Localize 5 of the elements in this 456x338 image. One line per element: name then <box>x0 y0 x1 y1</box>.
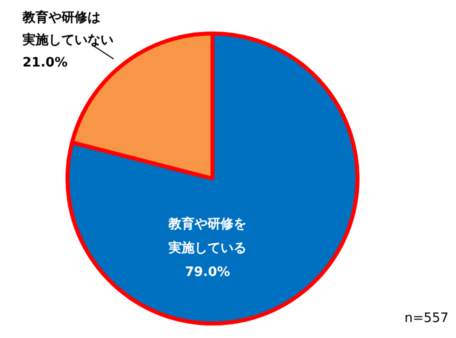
data-label: 79.0% <box>184 265 230 280</box>
data-label: 21.0% <box>22 56 68 70</box>
text: n=557 <box>404 311 449 326</box>
slice-label: 教育や研修は実施していない <box>22 10 114 48</box>
slice-label: 教育や研修を実施している <box>168 216 246 256</box>
